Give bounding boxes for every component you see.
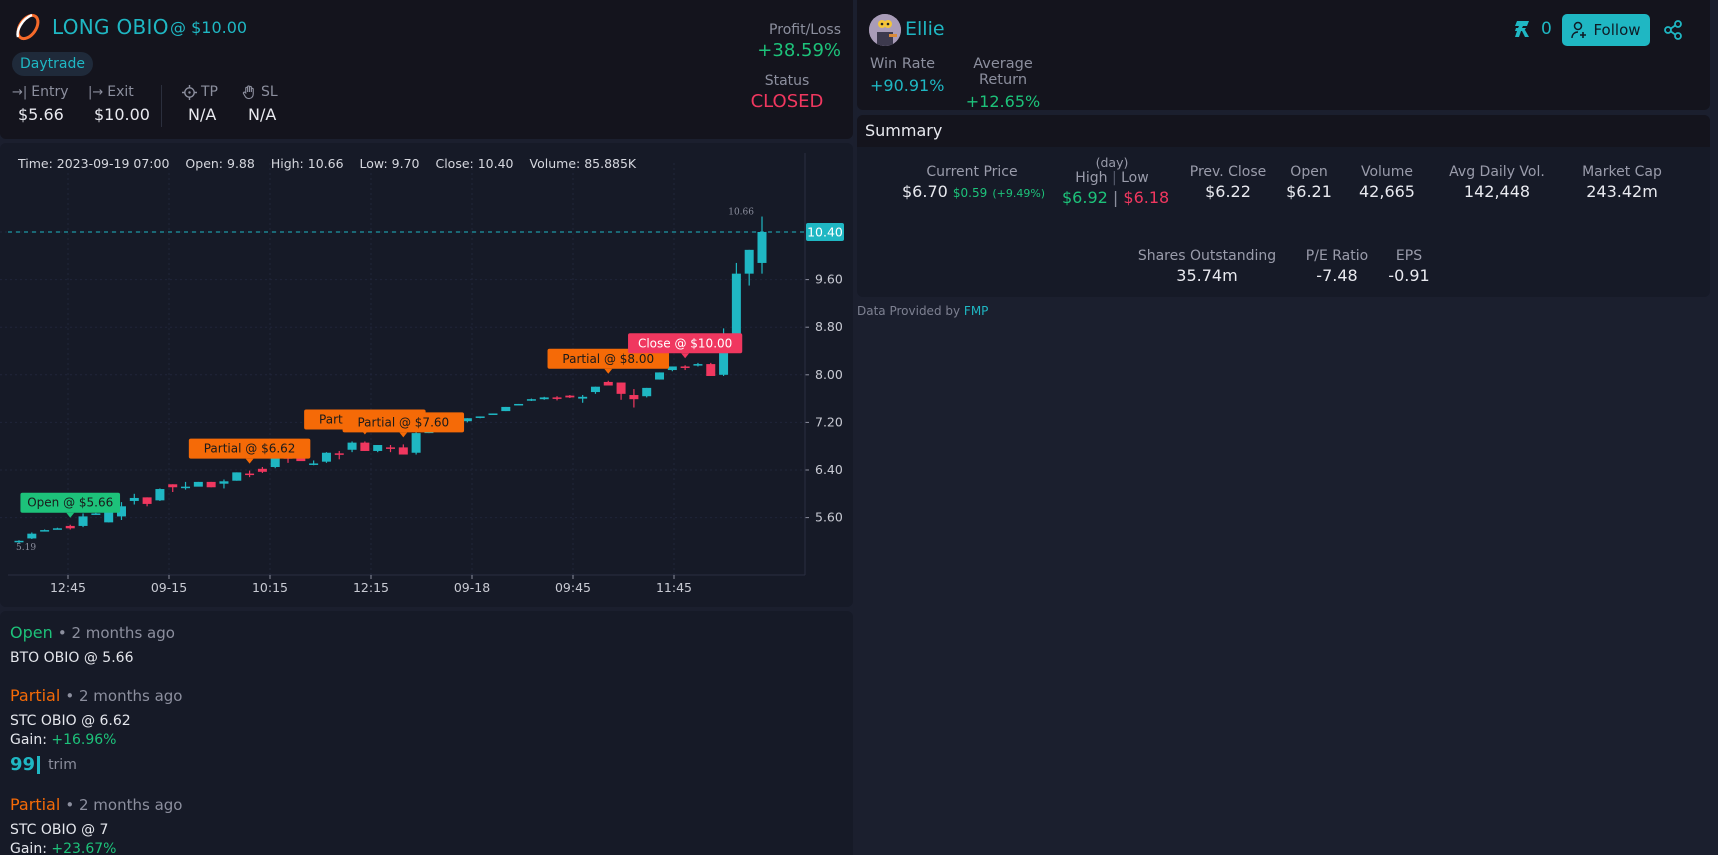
sl-stat: SL N/A	[242, 84, 278, 124]
open-price: Open $6.21	[1286, 164, 1332, 201]
win-rate-stat: Win Rate +90.91%	[870, 56, 945, 95]
svg-text:09-15: 09-15	[151, 580, 187, 595]
svg-text:8.00: 8.00	[815, 367, 843, 382]
trade-type-badge: Daytrade	[12, 52, 93, 76]
fmp-link[interactable]: FMP	[963, 304, 989, 318]
arrow-to-bar-icon: →|	[12, 84, 28, 100]
status-value: CLOSED	[750, 91, 824, 112]
svg-text:6.40: 6.40	[815, 462, 843, 477]
trade-activity-feed: Open • 2 months ago BTO OBIO @ 5.66 Part…	[0, 611, 853, 855]
tp-stat: TP N/A	[182, 84, 218, 124]
trade-status: Status CLOSED	[737, 73, 837, 112]
trade-title: LONG OBIO	[52, 15, 169, 39]
follow-button[interactable]: Follow	[1562, 14, 1650, 46]
trade-price: @ $10.00	[170, 18, 248, 37]
chart-canvas[interactable]: 9.60 8.80 8.00 7.20 6.40 5.60 12:45 09-15 10:15 1…	[0, 143, 853, 607]
svg-text:Partial @ $8.00: Partial @ $8.00	[562, 352, 654, 366]
username-link[interactable]: Ellie	[905, 18, 945, 40]
prev-close: Prev. Close $6.22	[1189, 164, 1267, 201]
svg-text:9.60: 9.60	[815, 272, 843, 287]
avatar-image-icon	[869, 14, 901, 46]
svg-text:09-18: 09-18	[454, 580, 490, 595]
svg-text:7.20: 7.20	[815, 414, 843, 429]
svg-text:Partial @ $6.62: Partial @ $6.62	[204, 442, 296, 456]
average-return-value: +12.65%	[965, 92, 1041, 111]
svg-text:12:15: 12:15	[353, 580, 389, 595]
profit-loss: Profit/Loss +38.59%	[641, 22, 841, 61]
ohlc-legend: Time: 2023-09-19 07:00 Open: 9.88 High: …	[18, 156, 637, 171]
share-icon[interactable]	[1663, 20, 1683, 40]
bar-arrow-icon: |→	[88, 84, 104, 100]
svg-text:8.80: 8.80	[815, 319, 843, 334]
pe-ratio: P/E Ratio -7.48	[1305, 248, 1369, 285]
eps: EPS -0.91	[1388, 248, 1430, 285]
target-icon	[182, 84, 197, 100]
exit-value: $10.00	[94, 105, 150, 124]
svg-text:11:45: 11:45	[656, 580, 692, 595]
candlestick-chart[interactable]: 9.60 8.80 8.00 7.20 6.40 5.60 12:45 09-15 10:15 1…	[0, 143, 853, 607]
summary-title: Summary	[857, 115, 1710, 147]
profit-loss-value: +38.59%	[757, 40, 841, 61]
svg-text:Open @ $5.66: Open @ $5.66	[27, 496, 113, 510]
exit-stat: |→ Exit $10.00	[88, 84, 150, 124]
trade-column: LONG OBIO @ $10.00 Daytrade →| Entry $5.6…	[0, 0, 853, 855]
svg-text:09:45: 09:45	[555, 580, 591, 595]
shares-outstanding: Shares Outstanding 35.74m	[1137, 248, 1277, 285]
summary-panel: Summary Current Price $6.70 $0.59 (+9.49…	[857, 115, 1710, 297]
entry-stat: →| Entry $5.66	[12, 84, 69, 124]
market-cap: Market Cap 243.42m	[1582, 164, 1662, 201]
avatar[interactable]	[869, 14, 901, 46]
svg-text:Partial @ $7.60: Partial @ $7.60	[357, 415, 449, 429]
stat-divider	[161, 85, 162, 127]
current-price: Current Price $6.70 $0.59 (+9.49%)	[902, 164, 1046, 201]
svg-text:10.66: 10.66	[728, 208, 754, 218]
svg-text:Close @ $10.00: Close @ $10.00	[638, 336, 732, 350]
entry-value: $5.66	[18, 105, 64, 124]
average-return-stat: Average Return +12.65%	[949, 56, 1057, 111]
sl-value: N/A	[248, 105, 277, 124]
hand-stop-icon	[242, 85, 254, 100]
volume: Volume 42,665	[1359, 164, 1415, 201]
trade-header: LONG OBIO @ $10.00 Daytrade →| Entry $5.6…	[0, 0, 853, 139]
svg-text:10:15: 10:15	[252, 580, 288, 595]
activity-item: Open • 2 months ago BTO OBIO @ 5.66	[10, 623, 175, 666]
data-attribution: Data Provided by FMP	[857, 304, 989, 318]
user-card: Ellie 0 Follow Win Rate +90.91% Average	[857, 0, 1710, 111]
svg-text:12:45: 12:45	[50, 580, 86, 595]
svg-text:10.40: 10.40	[807, 225, 843, 240]
reputation: 0	[1513, 19, 1552, 39]
tp-value: N/A	[188, 105, 217, 124]
day-range: (day) High | Low $6.92 | $6.18	[1062, 155, 1170, 207]
activity-item: Partial • 2 months ago STC OBIO @ 6.62 G…	[10, 686, 843, 775]
brand-logo-icon	[16, 13, 40, 41]
activity-item: Partial • 2 months ago STC OBIO @ 7 Gain…	[10, 795, 183, 855]
win-rate-value: +90.91%	[870, 76, 945, 95]
svg-text:5.19: 5.19	[16, 543, 36, 553]
activity-note: 99 trim	[10, 754, 77, 775]
info-column: Ellie 0 Follow Win Rate +90.91% Average	[857, 0, 1714, 855]
add-user-icon	[1571, 21, 1587, 39]
svg-text:5.60: 5.60	[815, 510, 843, 525]
avg-daily-volume: Avg Daily Vol. 142,448	[1449, 164, 1545, 201]
reputation-r-icon	[1515, 21, 1529, 37]
quote-icon: 99	[10, 754, 41, 775]
